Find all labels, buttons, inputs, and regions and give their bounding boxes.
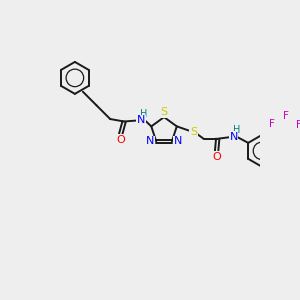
Text: F: F [269, 118, 275, 128]
Text: N: N [146, 136, 155, 146]
Text: O: O [212, 152, 221, 162]
Text: N: N [230, 132, 238, 142]
Text: H: H [233, 125, 241, 135]
Text: N: N [137, 115, 145, 125]
Text: S: S [190, 127, 197, 137]
Text: F: F [296, 120, 300, 130]
Text: H: H [140, 109, 148, 119]
Text: O: O [116, 134, 124, 145]
Text: N: N [173, 136, 182, 146]
Text: S: S [160, 107, 168, 117]
Text: F: F [283, 111, 289, 121]
